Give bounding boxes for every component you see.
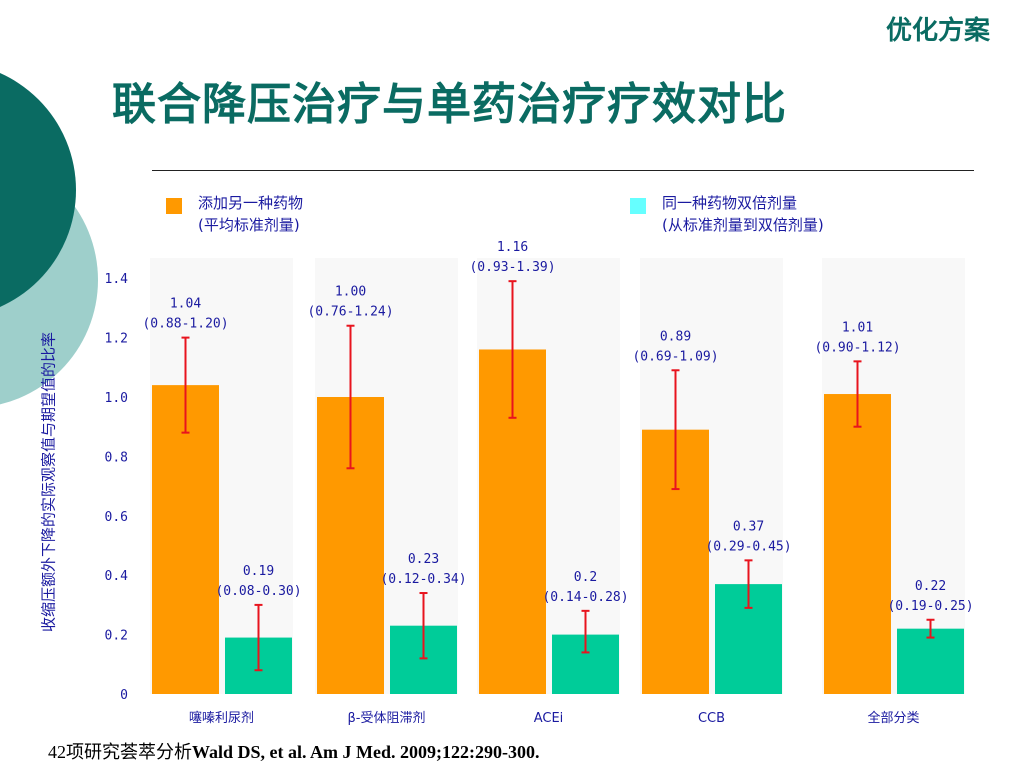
category-label: CCB — [698, 711, 725, 726]
data-label-ci: (0.88-1.20) — [142, 317, 228, 332]
y-tick-label: 1.2 — [105, 332, 128, 347]
legend-swatch-add-drug — [166, 198, 182, 214]
data-label-value: 0.19 — [243, 564, 274, 579]
y-tick-label: 0.4 — [105, 569, 129, 584]
data-label-ci: (0.93-1.39) — [469, 260, 555, 275]
title-divider — [152, 170, 974, 171]
data-label-ci: (0.90-1.12) — [814, 340, 900, 355]
data-label-value: 1.04 — [170, 297, 201, 312]
data-label-value: 0.23 — [408, 552, 439, 567]
y-tick-label: 1.4 — [105, 272, 129, 287]
bar — [824, 394, 891, 694]
page-title: 联合降压治疗与单药治疗疗效对比 — [112, 79, 787, 130]
bar — [152, 385, 219, 694]
data-label-value: 0.37 — [733, 519, 764, 534]
data-label-value: 1.01 — [842, 320, 873, 335]
section-label: 优化方案 — [885, 16, 990, 46]
data-label-ci: (0.12-0.34) — [380, 572, 466, 587]
y-tick-label: 0.2 — [105, 629, 128, 644]
legend-label-double-dose: 同一种药物双倍剂量 — [662, 194, 798, 212]
bar — [897, 628, 964, 694]
y-tick-label: 1.0 — [105, 391, 128, 406]
legend-sublabel-add-drug: (平均标准剂量) — [198, 216, 300, 234]
legend-text-double-dose: 同一种药物双倍剂量 (从标准剂量到双倍剂量) — [662, 192, 824, 236]
legend-label-add-drug: 添加另一种药物 — [198, 194, 304, 212]
data-label-ci: (0.08-0.30) — [215, 584, 301, 599]
category-label: 全部分类 — [867, 710, 919, 726]
data-label-value: 1.00 — [335, 285, 366, 300]
category-label: β-受体阻滞剂 — [348, 711, 426, 726]
footnote-citation: Wald DS, et al. Am J Med. 2009;122:290-3… — [192, 742, 540, 762]
legend-swatch-double-dose — [630, 198, 646, 214]
y-tick-label: 0 — [120, 688, 128, 703]
data-label-ci: (0.76-1.24) — [307, 305, 393, 320]
footnote-prefix: 42项研究荟萃分析 — [48, 742, 192, 762]
footnote: 42项研究荟萃分析Wald DS, et al. Am J Med. 2009;… — [48, 738, 539, 764]
data-label-ci: (0.19-0.25) — [887, 599, 973, 614]
y-tick-label: 0.6 — [105, 510, 128, 525]
data-label-value: 0.22 — [915, 579, 946, 594]
category-label: 噻嗪利尿剂 — [189, 710, 254, 726]
data-label-ci: (0.14-0.28) — [542, 590, 628, 605]
data-label-ci: (0.69-1.09) — [632, 349, 718, 364]
data-label-ci: (0.29-0.45) — [705, 539, 791, 554]
y-tick-label: 0.8 — [105, 450, 128, 465]
dark-teal-circle — [0, 73, 76, 307]
data-label-value: 0.89 — [660, 329, 691, 344]
category-label: ACEi — [534, 711, 564, 726]
data-label-value: 1.16 — [497, 240, 528, 255]
legend-text-add-drug: 添加另一种药物 (平均标准剂量) — [198, 192, 303, 236]
legend-sublabel-double-dose: (从标准剂量到双倍剂量) — [662, 216, 824, 234]
data-label-value: 0.2 — [574, 570, 597, 585]
